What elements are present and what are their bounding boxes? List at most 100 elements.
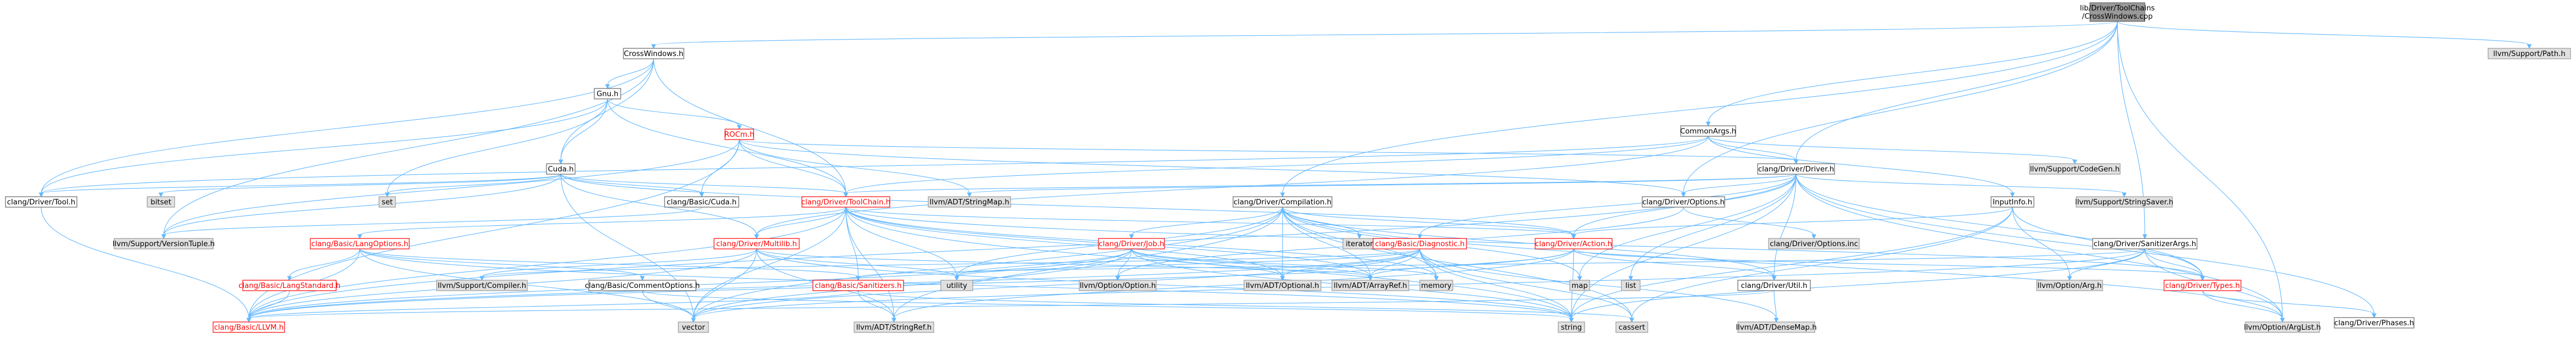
node-langopts[interactable]: clang/Basic/LangOptions.h — [310, 238, 410, 249]
node-vtuple: llvm/Support/VersionTuple.h — [113, 238, 215, 249]
node-rocm-h[interactable]: ROCm.h — [724, 129, 755, 140]
dependency-edge — [845, 174, 1797, 194]
dependency-edge — [693, 248, 757, 319]
dependency-arrowhead — [2010, 192, 2015, 198]
node-langstd[interactable]: clang/Basic/LangStandard.h — [238, 280, 341, 291]
node-options-h[interactable]: clang/Driver/Options.h — [1642, 196, 1725, 208]
dependency-edge — [756, 207, 846, 236]
node-box — [1642, 196, 1725, 208]
node-label: memory — [1421, 282, 1452, 290]
node-label: llvm/Support/CodeGen.h — [2030, 165, 2120, 174]
node-sanitizers[interactable]: clang/Basic/Sanitizers.h — [812, 280, 904, 291]
dependency-edge — [359, 248, 643, 277]
node-cuda-h[interactable]: Cuda.h — [546, 163, 576, 175]
node-box — [1757, 163, 1835, 175]
node-diagnostic[interactable]: clang/Basic/Diagnostic.h — [1373, 238, 1467, 249]
dependency-edge — [1708, 136, 2013, 194]
dependency-edge — [1796, 174, 2125, 194]
node-root[interactable]: lib/Driver/ToolChains/CrossWindows.cpp — [2080, 2, 2155, 22]
dependency-arrowhead — [1793, 159, 1799, 165]
dependency-edge — [387, 174, 561, 194]
node-basic-cuda[interactable]: clang/Basic/Cuda.h — [664, 196, 739, 208]
node-label: clang/Basic/Cuda.h — [667, 198, 737, 207]
node-label: clang/Driver/SanitizerArgs.h — [2094, 240, 2196, 248]
node-util-h[interactable]: clang/Driver/Util.h — [1737, 280, 1811, 291]
dependency-edge — [41, 58, 654, 194]
dependency-arrowhead — [2280, 318, 2285, 323]
dependency-arrowhead — [2072, 159, 2077, 165]
node-label: clang/Driver/Compilation.h — [1234, 198, 1331, 207]
node-box — [1569, 280, 1590, 291]
node-label: llvm/Option/Arg.h — [2038, 282, 2102, 290]
node-label: llvm/Option/Option.h — [1080, 282, 1156, 290]
node-sanargs[interactable]: clang/Driver/SanitizerArgs.h — [2092, 238, 2198, 249]
node-label: Gnu.h — [596, 90, 618, 98]
node-box — [1615, 321, 1648, 333]
node-inputinfo[interactable]: InputInfo.h — [1990, 196, 2034, 208]
node-string: string — [1558, 321, 1585, 333]
node-types-h[interactable]: clang/Driver/Types.h — [2164, 280, 2242, 291]
node-label: llvm/Option/ArgList.h — [2244, 324, 2321, 332]
node-strsaver: llvm/Support/StringSaver.h — [2075, 196, 2173, 208]
dependency-edge — [1796, 174, 2283, 319]
node-box — [664, 196, 739, 208]
node-optional: llvm/ADT/Optional.h — [1244, 280, 1322, 291]
dependency-edge — [969, 174, 1797, 194]
dependency-edge — [693, 248, 2145, 319]
node-label: llvm/Support/VersionTuple.h — [113, 240, 215, 248]
dependency-arrowhead — [384, 192, 390, 198]
node-label: clang/Driver/Job.h — [1099, 240, 1164, 248]
dependency-edge — [248, 290, 1775, 319]
node-phases[interactable]: clang/Driver/Phases.h — [2334, 317, 2415, 329]
node-label: llvm/ADT/DenseMap.h — [1736, 324, 1816, 332]
node-tool-h[interactable]: clang/Driver/Tool.h — [5, 196, 77, 208]
node-bitset: bitset — [147, 196, 175, 208]
node-box — [678, 321, 709, 333]
dependency-edge — [1419, 248, 1777, 319]
graph-nodes: lib/Driver/ToolChains/CrossWindows.cpp Cr… — [5, 2, 2571, 333]
dependency-edge — [1631, 207, 2013, 319]
dependency-edge — [1708, 21, 2118, 123]
node-llvm-h[interactable]: clang/Basic/LLVM.h — [213, 321, 285, 333]
node-map: map — [1569, 280, 1590, 291]
node-options-inc: clang/Driver/Options.inc — [1768, 238, 1860, 249]
node-label: InputInfo.h — [1993, 198, 2032, 207]
dependency-edge — [1573, 207, 2013, 236]
dependency-arrowhead — [2372, 313, 2377, 319]
dependency-edge — [560, 58, 654, 161]
dependency-edge — [956, 248, 1420, 277]
dependency-edge — [163, 207, 702, 236]
dependency-arrowhead — [1280, 276, 1285, 281]
dependency-edge — [1571, 248, 2145, 319]
node-cw-h[interactable]: CrossWindows.h — [623, 48, 684, 59]
node-multilib[interactable]: clang/Driver/Multilib.h — [713, 238, 800, 249]
dependency-edge — [248, 248, 1574, 319]
node-label: llvm/ADT/StringMap.h — [929, 198, 1009, 207]
node-label: CommonArgs.h — [1680, 127, 1736, 136]
node-driver[interactable]: clang/Driver/Driver.h — [1757, 163, 1835, 175]
dependency-edge — [560, 174, 702, 194]
dependency-arrowhead — [2142, 234, 2148, 240]
dependency-edge — [560, 174, 846, 194]
dependency-edge — [845, 207, 859, 277]
dependency-edge — [845, 136, 1709, 194]
dependency-arrowhead — [737, 125, 742, 130]
dependency-edge — [41, 207, 249, 319]
dependency-arrowhead — [891, 318, 896, 323]
node-box — [2334, 317, 2415, 329]
node-job[interactable]: clang/Driver/Job.h — [1098, 238, 1165, 249]
dependency-edge — [607, 98, 740, 126]
node-box — [1098, 238, 1165, 249]
dependency-edge — [1573, 248, 1775, 277]
node-vector: vector — [678, 321, 709, 333]
dependency-arrowhead — [1771, 276, 1777, 281]
node-box — [854, 321, 934, 333]
node-toolchain[interactable]: clang/Driver/ToolChain.h — [801, 196, 890, 208]
node-box — [1233, 196, 1332, 208]
node-action[interactable]: clang/Driver/Action.h — [1535, 238, 1613, 249]
node-gnu-h[interactable]: Gnu.h — [594, 88, 621, 99]
node-commentopts[interactable]: clang/Basic/CommentOptions.h — [585, 280, 700, 291]
node-commonargs[interactable]: CommonArgs.h — [1680, 125, 1736, 137]
node-compilation[interactable]: clang/Driver/Compilation.h — [1233, 196, 1332, 208]
